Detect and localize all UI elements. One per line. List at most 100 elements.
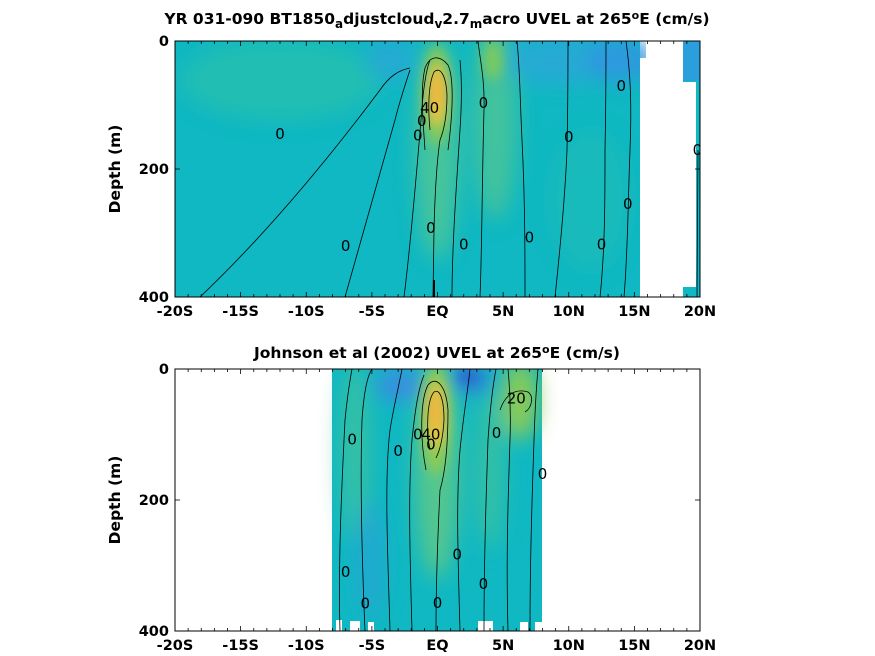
model-contour-line bbox=[623, 41, 632, 297]
observed-contour-line bbox=[529, 369, 539, 631]
contour-label: 0 bbox=[492, 424, 502, 442]
y-tick-label: 400 bbox=[139, 290, 169, 306]
observed-contour-line bbox=[427, 390, 445, 459]
title-part: v bbox=[434, 17, 442, 31]
x-tick-label: -20S bbox=[157, 304, 194, 320]
model-contour-line bbox=[451, 59, 462, 297]
observed-core-dark-blue bbox=[458, 370, 478, 382]
model-contour-line bbox=[432, 139, 441, 297]
model-strip-right-blue bbox=[683, 41, 700, 81]
model-x-ticks: -20S -15S -10S -5S EQ 5N 10N 15N 20N bbox=[157, 41, 716, 320]
contour-label: 0 bbox=[452, 545, 462, 563]
title-part: Johnson et al (2002) UVEL at 265 bbox=[253, 344, 542, 362]
model-core-orange bbox=[432, 76, 442, 108]
x-tick-label: 20N bbox=[684, 304, 716, 320]
contour-label: 0 bbox=[433, 594, 443, 612]
y-tick-label: 400 bbox=[139, 624, 169, 640]
model-contour-line bbox=[696, 149, 699, 297]
model-eq-dash bbox=[433, 280, 435, 297]
x-tick-label: 15N bbox=[618, 638, 650, 654]
model-title: YR 031-090 BT1850adjustcloudv2.7macro UV… bbox=[163, 9, 709, 31]
contour-label: 0 bbox=[459, 236, 469, 254]
observed-contour-line bbox=[409, 374, 425, 631]
y-tick-label: 200 bbox=[139, 162, 169, 178]
y-tick-label: 0 bbox=[159, 34, 169, 50]
observed-bottom-mask bbox=[336, 620, 542, 631]
contour-label: 0 bbox=[616, 77, 626, 95]
observed-mask-notch bbox=[535, 622, 542, 631]
model-ylabel: Depth (m) bbox=[106, 125, 124, 214]
title-part: djustcloud bbox=[343, 10, 434, 28]
observed-contour-line bbox=[360, 369, 373, 631]
observed-contour-line bbox=[386, 369, 403, 631]
model-mask-east bbox=[640, 58, 683, 297]
contour-label: 0 bbox=[564, 128, 574, 146]
observed-mask-notch bbox=[350, 621, 360, 631]
contour-label: 0 bbox=[426, 435, 436, 453]
contour-label: 0 bbox=[525, 228, 535, 246]
contour-label: 0 bbox=[597, 236, 607, 254]
observed-contour-line bbox=[435, 489, 441, 631]
contour-label: 0 bbox=[361, 594, 371, 612]
x-tick-label: -20S bbox=[157, 638, 194, 654]
model-blob-green-5n bbox=[473, 41, 517, 220]
observed-contours bbox=[339, 369, 539, 631]
contour-label: 0 bbox=[393, 442, 403, 460]
observed-contour-line bbox=[499, 390, 532, 413]
model-blob-teal-right bbox=[550, 130, 630, 270]
model-contour-line bbox=[599, 41, 607, 297]
observed-contour-line bbox=[483, 369, 497, 631]
contour-label: 0 bbox=[693, 141, 703, 159]
title-part: acro UVEL at 265 bbox=[482, 10, 631, 28]
title-part: m bbox=[470, 17, 483, 31]
contour-label: 0 bbox=[275, 125, 285, 143]
model-contour-line bbox=[199, 67, 411, 297]
model-core-5n-green bbox=[483, 41, 503, 80]
x-tick-label: -5S bbox=[359, 304, 386, 320]
contour-label: 40 bbox=[420, 99, 439, 117]
contour-label: 0 bbox=[341, 563, 351, 581]
x-tick-label: 5N bbox=[492, 638, 514, 654]
model-contour-line bbox=[516, 41, 526, 297]
contour-label: 0 bbox=[538, 465, 548, 483]
title-part: o bbox=[632, 9, 640, 22]
x-tick-label: EQ bbox=[426, 638, 448, 654]
model-mask-east-wedge bbox=[683, 82, 696, 287]
contour-label: 0 bbox=[347, 431, 357, 449]
y-tick-label: 0 bbox=[159, 362, 169, 378]
model-mask-east-upper bbox=[646, 41, 683, 58]
model-contours bbox=[199, 41, 699, 297]
observed-blob-blue-2s bbox=[375, 369, 425, 401]
x-tick-label: EQ bbox=[426, 304, 448, 320]
contour-label: 0 bbox=[623, 195, 633, 213]
contour-label: 0 bbox=[479, 94, 489, 112]
observed-contour-line bbox=[339, 369, 353, 631]
contour-label: 0 bbox=[426, 219, 436, 237]
panel-observed: Johnson et al (2002) UVEL at 265oE (cm/s… bbox=[106, 343, 716, 654]
title-part: 2.7 bbox=[442, 10, 469, 28]
contour-label: 20 bbox=[507, 389, 526, 407]
contour-label: 0 bbox=[341, 237, 351, 255]
title-part: a bbox=[335, 17, 343, 31]
contour-label: 0 bbox=[417, 112, 427, 130]
observed-x-ticks: -20S -15S -10S -5S EQ 5N 10N 15N 20N bbox=[157, 369, 716, 654]
x-tick-label: -5S bbox=[359, 638, 386, 654]
observed-mask-notch bbox=[478, 621, 493, 631]
x-tick-label: 15N bbox=[618, 304, 650, 320]
observed-mask-notch bbox=[520, 622, 528, 631]
x-tick-label: 5N bbox=[492, 304, 514, 320]
model-contour-line bbox=[421, 57, 453, 151]
x-tick-label: -10S bbox=[288, 304, 325, 320]
x-tick-label: -15S bbox=[222, 304, 259, 320]
model-contour-line bbox=[477, 41, 485, 297]
x-tick-label: 10N bbox=[553, 638, 585, 654]
y-tick-label: 200 bbox=[139, 493, 169, 509]
model-blob-blue-west bbox=[365, 41, 415, 80]
title-part: YR 031-090 BT1850 bbox=[163, 10, 335, 28]
title-part: E (cm/s) bbox=[550, 344, 620, 362]
model-contour-line bbox=[554, 41, 569, 297]
title-part: E (cm/s) bbox=[639, 10, 709, 28]
observed-blob-blue-5s bbox=[355, 500, 385, 620]
observed-mask-notch bbox=[368, 622, 374, 631]
